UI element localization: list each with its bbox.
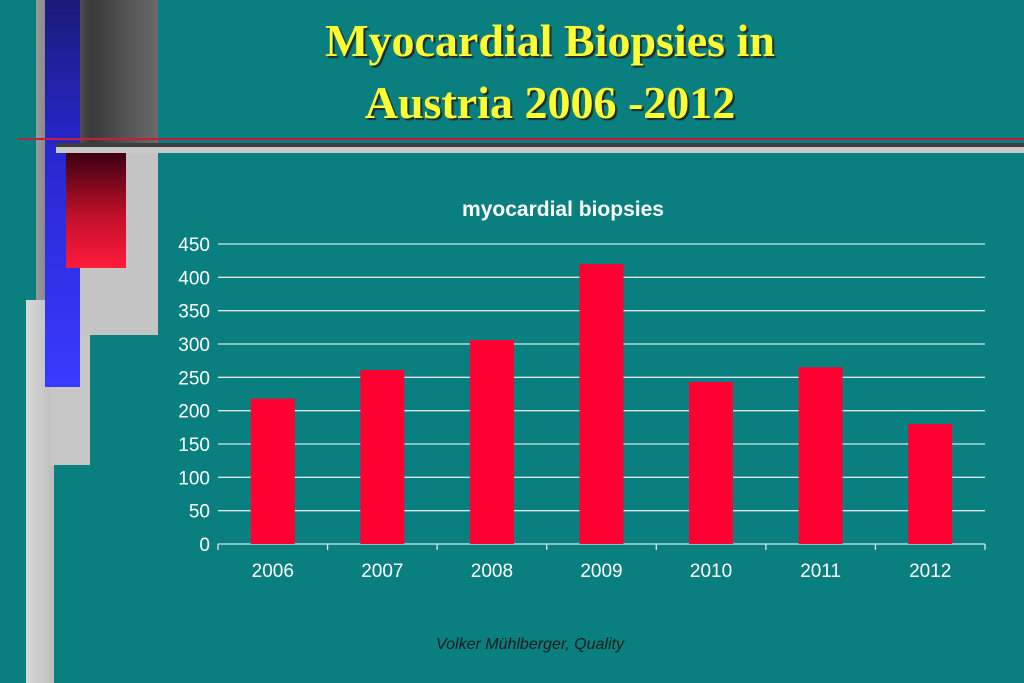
y-tick-label: 200 bbox=[178, 402, 210, 423]
footer-text: Volker Mühlberger, Quality bbox=[436, 636, 624, 653]
bar-chart: myocardial biopsies 0 50 100 150 200 250 300 35… bbox=[178, 198, 986, 582]
x-tick-label: 2008 bbox=[471, 561, 513, 582]
decor-red-block bbox=[66, 152, 126, 268]
decor-light-rule bbox=[56, 147, 1024, 153]
y-tick-label: 100 bbox=[178, 468, 210, 489]
x-tick-label: 2006 bbox=[252, 561, 294, 582]
y-tick-label: 150 bbox=[178, 435, 210, 456]
y-tick-label: 300 bbox=[178, 335, 210, 356]
y-tick-label: 0 bbox=[199, 535, 210, 556]
bar bbox=[798, 367, 843, 544]
x-tick-label: 2012 bbox=[909, 561, 951, 582]
decor-dark-rule bbox=[56, 143, 1024, 147]
bar bbox=[360, 370, 405, 544]
chart-y-axis: 0 50 100 150 200 250 300 350 400 450 bbox=[178, 235, 210, 556]
y-tick-label: 50 bbox=[189, 502, 210, 523]
bar bbox=[250, 398, 295, 544]
slide-title-line-1: Myocardial Biopsies in bbox=[325, 15, 775, 66]
chart-bars bbox=[250, 264, 953, 544]
x-tick-label: 2007 bbox=[361, 561, 403, 582]
chart-title: myocardial biopsies bbox=[462, 198, 664, 221]
y-tick-label: 350 bbox=[178, 302, 210, 323]
decor-red-rule bbox=[18, 138, 1024, 140]
bar bbox=[908, 424, 953, 544]
chart-x-axis: 2006 2007 2008 2009 2010 2011 2012 bbox=[217, 544, 986, 582]
bar bbox=[579, 264, 624, 544]
x-tick-label: 2011 bbox=[800, 561, 841, 582]
y-tick-label: 400 bbox=[178, 268, 210, 289]
y-tick-label: 450 bbox=[178, 235, 210, 256]
slide-title: Myocardial Biopsies in Austria 2006 -201… bbox=[240, 10, 860, 134]
bar bbox=[689, 382, 734, 544]
slide-title-line-2: Austria 2006 -2012 bbox=[364, 77, 736, 128]
x-tick-label: 2009 bbox=[580, 561, 622, 582]
y-tick-label: 250 bbox=[178, 368, 210, 389]
x-tick-label: 2010 bbox=[690, 561, 732, 582]
bar bbox=[469, 340, 514, 544]
